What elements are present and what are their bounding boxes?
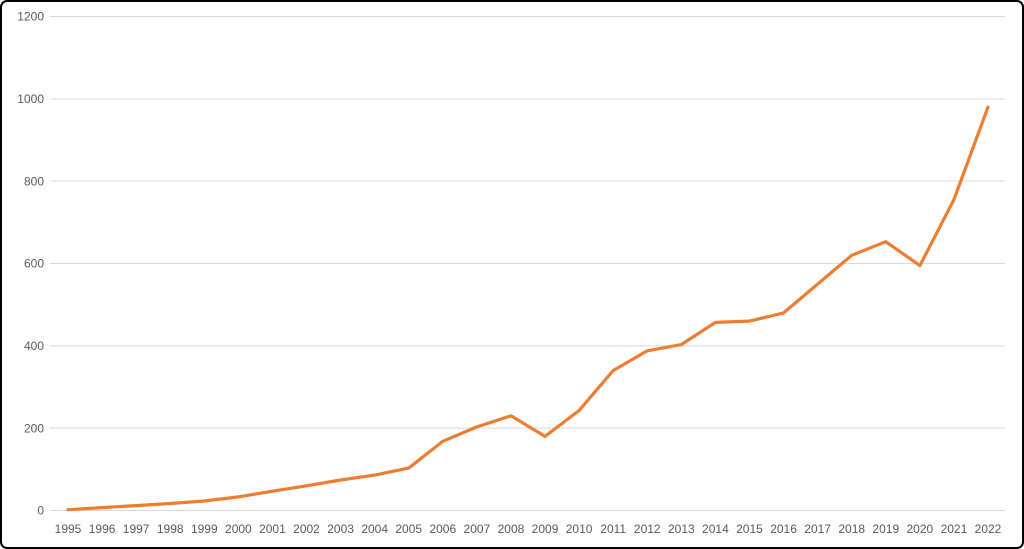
y-tick-label: 1000 xyxy=(17,92,44,106)
x-tick-label: 1995 xyxy=(55,522,82,536)
x-tick-label: 2014 xyxy=(702,522,729,536)
x-tick-label: 2005 xyxy=(395,522,422,536)
y-tick-label: 400 xyxy=(24,339,44,353)
x-tick-label: 2002 xyxy=(293,522,320,536)
x-tick-label: 2011 xyxy=(600,522,626,536)
x-tick-label: 2016 xyxy=(770,522,797,536)
x-tick-label: 2010 xyxy=(566,522,593,536)
x-tick-label: 2008 xyxy=(498,522,525,536)
x-tick-label: 2004 xyxy=(361,522,388,536)
x-tick-label: 2009 xyxy=(532,522,559,536)
y-tick-label: 800 xyxy=(24,174,44,188)
data-series-line xyxy=(66,105,990,512)
x-tick-label: 1996 xyxy=(89,522,116,536)
x-tick-label: 2018 xyxy=(838,522,865,536)
x-tick-label: 1997 xyxy=(123,522,150,536)
x-tick-label: 1999 xyxy=(191,522,218,536)
y-tick-label: 600 xyxy=(24,257,44,271)
x-tick-label: 2022 xyxy=(975,522,1002,536)
x-tick-label: 2012 xyxy=(634,522,661,536)
x-tick-label: 2000 xyxy=(225,522,252,536)
x-tick-label: 1998 xyxy=(157,522,184,536)
x-tick-label: 2021 xyxy=(941,522,968,536)
x-tick-label: 2006 xyxy=(429,522,456,536)
x-tick-label: 2007 xyxy=(464,522,491,536)
x-tick-label: 2017 xyxy=(804,522,831,536)
x-tick-label: 2020 xyxy=(907,522,934,536)
y-tick-label: 200 xyxy=(24,421,44,435)
y-tick-label: 1200 xyxy=(17,10,44,24)
x-tick-label: 2015 xyxy=(736,522,763,536)
y-tick-label: 0 xyxy=(37,504,44,518)
x-tick-label: 2003 xyxy=(327,522,354,536)
x-tick-label: 2001 xyxy=(259,522,286,536)
x-tick-label: 2019 xyxy=(872,522,899,536)
x-tick-label: 2013 xyxy=(668,522,695,536)
